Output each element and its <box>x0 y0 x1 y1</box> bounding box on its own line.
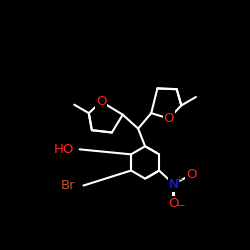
Text: O: O <box>96 95 106 108</box>
Text: +: + <box>175 175 183 184</box>
Text: N: N <box>169 178 178 190</box>
Text: O: O <box>164 112 174 125</box>
Text: Br: Br <box>61 179 76 192</box>
Text: −: − <box>177 200 186 210</box>
Text: HO: HO <box>54 143 74 156</box>
Text: O: O <box>168 197 179 210</box>
Text: O: O <box>186 168 196 181</box>
